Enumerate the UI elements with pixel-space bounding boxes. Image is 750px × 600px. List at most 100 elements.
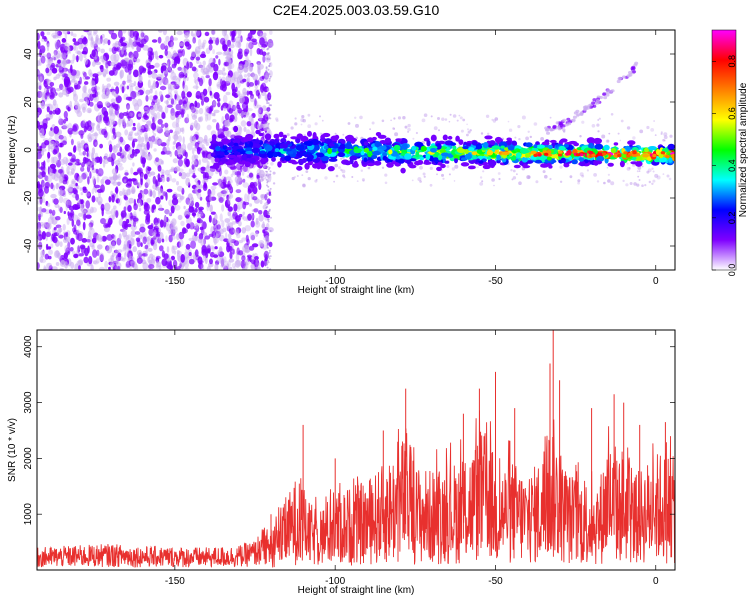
noise-blob xyxy=(99,143,103,149)
noise-speckle xyxy=(668,177,672,181)
noise-blob xyxy=(214,246,218,250)
noise-blob xyxy=(97,244,103,250)
noise-blob xyxy=(106,245,113,254)
noise-blob xyxy=(118,218,124,226)
noise-blob xyxy=(97,104,104,109)
signal-blob xyxy=(371,154,378,159)
noise-blob xyxy=(245,234,249,243)
noise-blob xyxy=(141,253,148,257)
noise-blob xyxy=(147,70,153,75)
noise-blob xyxy=(162,30,167,36)
noise-blob xyxy=(158,30,163,33)
noise-blob xyxy=(108,143,113,153)
signal-blob xyxy=(327,147,332,155)
noise-blob xyxy=(209,90,212,96)
noise-blob xyxy=(251,38,257,43)
noise-speckle xyxy=(265,69,268,72)
noise-speckle xyxy=(508,128,513,132)
noise-blob xyxy=(226,194,230,201)
noise-blob xyxy=(132,126,137,131)
noise-blob xyxy=(130,237,135,247)
noise-blob xyxy=(86,239,91,243)
noise-blob xyxy=(46,31,51,36)
noise-speckle xyxy=(307,113,311,117)
noise-blob xyxy=(259,33,264,38)
noise-blob xyxy=(217,101,221,108)
signal-blob xyxy=(386,162,394,168)
noise-blob xyxy=(257,262,261,267)
noise-speckle xyxy=(362,179,365,182)
noise-blob xyxy=(81,37,88,45)
noise-blob xyxy=(216,51,223,55)
noise-speckle xyxy=(423,113,428,117)
noise-speckle xyxy=(361,178,365,182)
noise-blob xyxy=(87,33,93,41)
noise-speckle xyxy=(569,175,573,179)
noise-blob xyxy=(173,90,178,94)
noise-blob xyxy=(138,65,145,73)
signal-blob xyxy=(213,162,222,166)
noise-blob xyxy=(75,158,80,163)
noise-speckle xyxy=(581,174,585,178)
noise-speckle xyxy=(444,118,448,121)
noise-blob xyxy=(152,80,156,88)
noise-blob xyxy=(108,70,115,76)
noise-blob xyxy=(40,31,45,37)
noise-blob xyxy=(133,151,138,157)
noise-speckle xyxy=(266,102,269,104)
noise-blob xyxy=(62,63,66,68)
noise-blob xyxy=(194,207,198,213)
noise-blob xyxy=(253,208,259,213)
noise-blob xyxy=(184,102,189,111)
noise-blob xyxy=(88,88,92,95)
noise-blob xyxy=(243,74,248,78)
noise-blob xyxy=(91,195,96,203)
noise-blob xyxy=(147,166,152,172)
noise-speckle xyxy=(641,184,644,187)
noise-blob xyxy=(194,249,199,258)
noise-blob xyxy=(114,41,120,45)
spectrogram-ytick-label: 0 xyxy=(23,147,34,153)
signal-blob xyxy=(275,143,281,149)
signal-blob xyxy=(290,136,298,140)
noise-blob xyxy=(105,68,109,75)
noise-blob xyxy=(166,99,169,106)
signal-blob xyxy=(322,132,331,138)
noise-blob xyxy=(40,179,45,188)
signal-blob xyxy=(558,145,566,151)
noise-blob xyxy=(159,219,164,228)
noise-blob xyxy=(68,185,73,193)
noise-blob xyxy=(106,234,113,241)
noise-speckle xyxy=(603,181,606,185)
signal-blob xyxy=(472,154,477,160)
signal-blob xyxy=(239,151,246,155)
noise-blob xyxy=(266,87,270,92)
signal-blob xyxy=(393,144,401,151)
noise-blob xyxy=(82,186,87,191)
noise-speckle xyxy=(662,173,665,176)
noise-speckle xyxy=(397,116,402,120)
noise-blob xyxy=(65,105,70,110)
noise-blob xyxy=(142,44,149,51)
noise-speckle xyxy=(381,166,385,169)
trace-blob xyxy=(555,121,560,125)
signal-blob xyxy=(244,161,251,168)
noise-blob xyxy=(147,256,151,263)
noise-blob xyxy=(194,158,199,168)
noise-blob xyxy=(125,96,132,101)
noise-blob xyxy=(181,187,185,195)
noise-blob xyxy=(46,106,50,113)
noise-blob xyxy=(99,235,104,242)
noise-blob xyxy=(195,109,199,115)
signal-blob xyxy=(227,146,232,151)
noise-speckle xyxy=(333,180,335,183)
noise-blob xyxy=(85,214,92,219)
noise-blob xyxy=(191,164,195,170)
noise-blob xyxy=(123,206,127,212)
noise-blob xyxy=(225,176,232,180)
noise-blob xyxy=(132,122,136,127)
noise-blob xyxy=(221,30,227,37)
noise-blob xyxy=(131,127,134,134)
noise-blob xyxy=(114,249,119,257)
noise-speckle xyxy=(462,118,466,122)
